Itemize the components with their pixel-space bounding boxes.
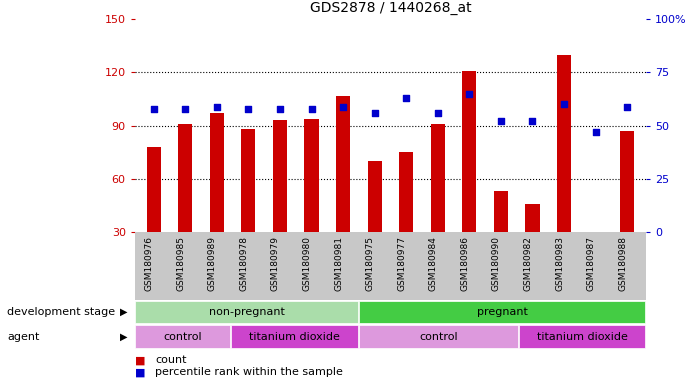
Bar <box>241 129 256 232</box>
Bar <box>135 326 230 348</box>
Text: non-pregnant: non-pregnant <box>209 307 285 317</box>
Text: pregnant: pregnant <box>477 307 528 317</box>
Text: control: control <box>163 332 202 342</box>
Text: ■: ■ <box>135 355 145 365</box>
Bar <box>135 301 358 323</box>
Bar <box>231 326 358 348</box>
Text: GSM180976: GSM180976 <box>144 236 153 291</box>
Text: GSM180984: GSM180984 <box>428 236 438 291</box>
Bar <box>462 71 476 232</box>
Point <box>622 104 633 110</box>
Bar <box>519 326 645 348</box>
Bar <box>305 119 319 232</box>
Text: GSM180978: GSM180978 <box>239 236 248 291</box>
Text: ▶: ▶ <box>120 332 128 342</box>
Text: GSM180988: GSM180988 <box>618 236 627 291</box>
Title: GDS2878 / 1440268_at: GDS2878 / 1440268_at <box>310 2 471 15</box>
Point <box>590 129 601 135</box>
Bar <box>336 96 350 232</box>
Point <box>495 118 507 124</box>
Bar <box>178 124 192 232</box>
Bar <box>368 161 381 232</box>
Bar <box>430 124 445 232</box>
Point <box>558 101 569 108</box>
Point <box>180 106 191 112</box>
Bar <box>146 147 161 232</box>
Text: GSM180975: GSM180975 <box>366 236 375 291</box>
Bar <box>359 326 518 348</box>
Bar <box>557 55 571 232</box>
Bar <box>494 192 508 232</box>
Text: GSM180985: GSM180985 <box>176 236 185 291</box>
Bar <box>273 121 287 232</box>
Text: GSM180977: GSM180977 <box>397 236 406 291</box>
Text: agent: agent <box>7 332 39 342</box>
Text: GSM180986: GSM180986 <box>460 236 469 291</box>
Bar <box>525 204 540 232</box>
Point <box>401 95 412 101</box>
Point <box>243 106 254 112</box>
Bar <box>359 301 645 323</box>
Point <box>337 104 348 110</box>
Text: GSM180990: GSM180990 <box>492 236 501 291</box>
Bar <box>399 152 413 232</box>
Text: GSM180987: GSM180987 <box>587 236 596 291</box>
Point <box>148 106 159 112</box>
Text: GSM180982: GSM180982 <box>524 236 533 291</box>
Text: titanium dioxide: titanium dioxide <box>537 332 627 342</box>
Point <box>211 104 223 110</box>
Text: ▶: ▶ <box>120 307 128 317</box>
Text: titanium dioxide: titanium dioxide <box>249 332 340 342</box>
Point <box>433 110 444 116</box>
Text: control: control <box>419 332 457 342</box>
Point <box>464 91 475 97</box>
Text: GSM180981: GSM180981 <box>334 236 343 291</box>
Bar <box>209 113 224 232</box>
Text: ■: ■ <box>135 367 145 377</box>
Text: GSM180980: GSM180980 <box>303 236 312 291</box>
Text: percentile rank within the sample: percentile rank within the sample <box>155 367 343 377</box>
Point <box>274 106 285 112</box>
Text: GSM180989: GSM180989 <box>208 236 217 291</box>
Text: GSM180983: GSM180983 <box>555 236 564 291</box>
Bar <box>620 131 634 232</box>
Point <box>306 106 317 112</box>
Text: development stage: development stage <box>7 307 115 317</box>
Point <box>527 118 538 124</box>
Point <box>369 110 380 116</box>
Text: count: count <box>155 355 187 365</box>
Text: GSM180979: GSM180979 <box>271 236 280 291</box>
